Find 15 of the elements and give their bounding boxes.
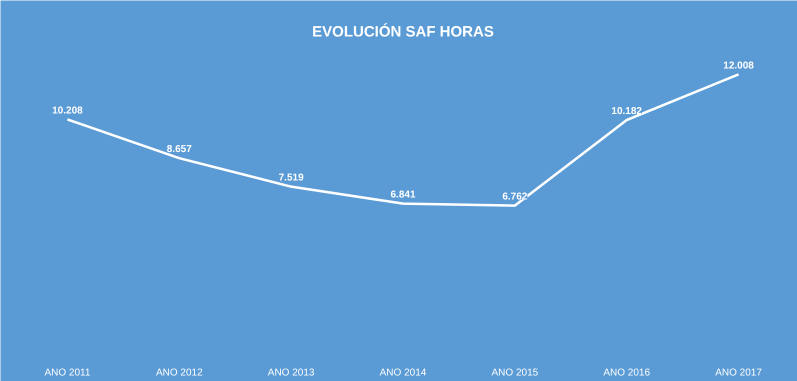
- data-label: 8.657: [166, 144, 192, 156]
- x-tick-label: ANO 2014: [380, 368, 427, 378]
- x-tick-label: ANO 2017: [715, 368, 762, 378]
- x-tick-label: ANO 2013: [268, 368, 315, 378]
- data-label: 6.762: [502, 192, 528, 203]
- x-tick-label: ANO 2016: [603, 368, 650, 378]
- chart-title: EVOLUCIÓN SAF HORAS: [312, 22, 494, 40]
- x-tick-label: ANO 2015: [492, 368, 539, 378]
- x-tick-label: ANO 2012: [156, 368, 204, 378]
- data-label: 10.208: [52, 105, 84, 116]
- x-tick-label: ANO 2011: [44, 368, 91, 378]
- data-label: 7.519: [278, 172, 304, 184]
- data-label: 12.008: [723, 60, 754, 72]
- data-label: 6.841: [390, 190, 416, 201]
- data-label: 10.182: [611, 106, 642, 118]
